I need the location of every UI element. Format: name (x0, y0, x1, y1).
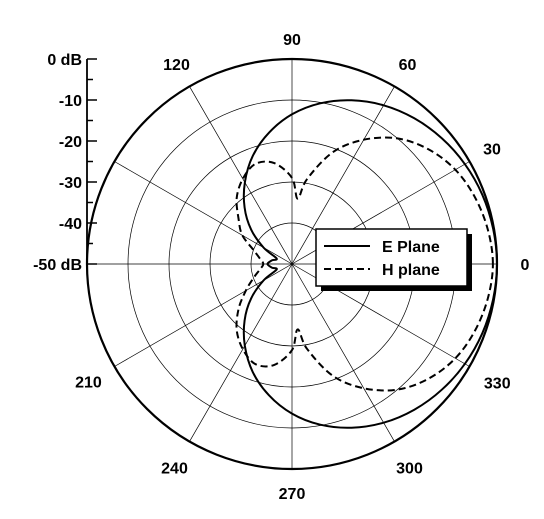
radial-tick-label: -50 dB (33, 257, 82, 274)
radial-tick-label: 0 dB (47, 52, 82, 69)
series-layer (235, 99, 499, 429)
angle-label-90: 90 (283, 32, 301, 49)
legend-label: H plane (382, 262, 440, 279)
spoke-300 (291, 263, 395, 442)
angle-label-300: 300 (396, 461, 423, 478)
series-e-plane (242, 99, 499, 429)
radial-axis: 0 dB -10 -20 -30 -40 -50 dB (33, 52, 97, 274)
angle-label-210: 210 (75, 375, 102, 392)
spoke-240 (189, 263, 293, 442)
angle-label-270: 270 (279, 486, 306, 503)
angle-label-330: 330 (484, 376, 511, 393)
radial-tick-label: -30 (59, 175, 82, 192)
spoke-60 (291, 86, 395, 265)
angle-label-0: 0 (521, 257, 530, 274)
angle-label-240: 240 (161, 461, 188, 478)
angle-label-60: 60 (399, 57, 417, 74)
spoke-120 (189, 86, 293, 265)
angle-label-30: 30 (483, 142, 501, 159)
radial-tick-label: -20 (59, 134, 82, 151)
angle-label-120: 120 (163, 57, 190, 74)
series-h-plane (235, 136, 494, 392)
legend: E Plane H plane (315, 228, 472, 291)
legend-box (315, 228, 468, 287)
radial-tick-label: -40 (59, 216, 82, 233)
radial-tick-label: -10 (59, 93, 82, 110)
legend-label: E Plane (382, 239, 440, 256)
angle-labels: 0 30 60 90 120 210 240 270 300 330 (75, 32, 529, 503)
